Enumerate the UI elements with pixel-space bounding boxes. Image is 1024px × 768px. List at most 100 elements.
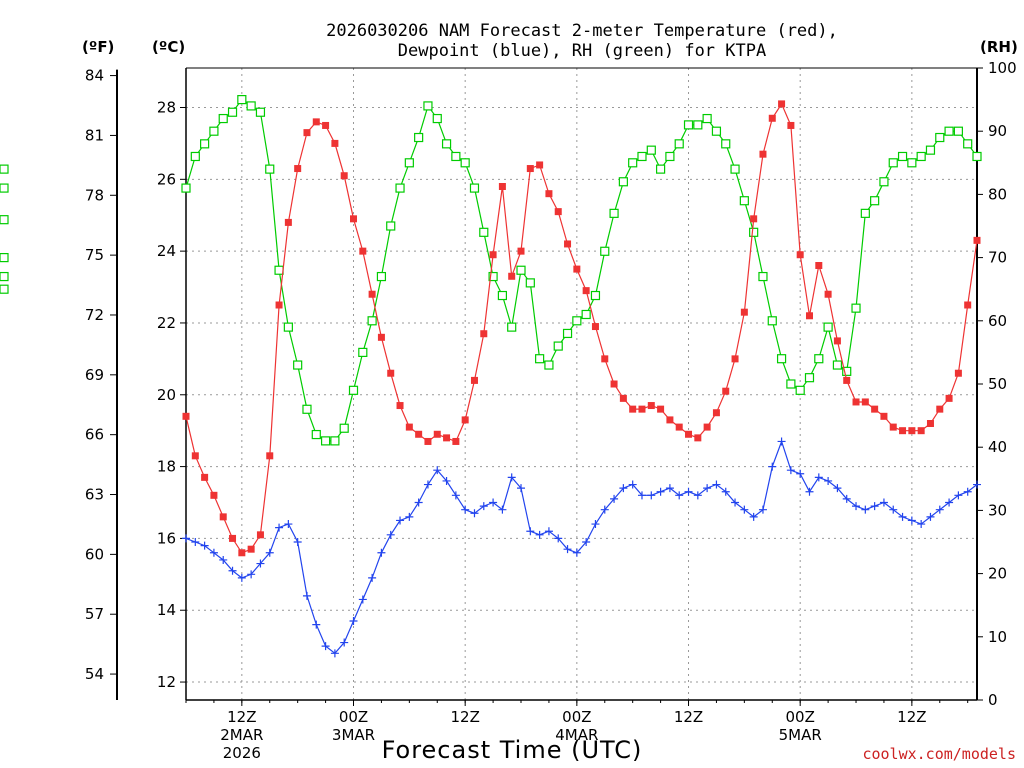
rh-point: [246, 101, 256, 111]
temperature-point: [275, 301, 283, 309]
rh-point: [860, 208, 870, 218]
temperature-point: [191, 452, 199, 460]
dewpoint-point: [600, 505, 609, 514]
rh-point: [227, 107, 238, 117]
x-axis-label: Forecast Time (UTC): [382, 736, 643, 764]
dewpoint-point: [191, 538, 200, 546]
temperature-line: [185, 102, 978, 554]
dewpoint-point: [954, 491, 963, 500]
rh-point: [953, 126, 963, 136]
dewpoint-point: [852, 502, 861, 511]
rh-point: [674, 139, 684, 149]
rh-point: [348, 385, 359, 395]
dewpoint-point: [805, 487, 814, 496]
rh-point: [414, 132, 424, 143]
dewpoint-point: [740, 505, 749, 514]
temperature-point: [433, 430, 441, 438]
temperature-point: [908, 427, 916, 435]
temperature-point: [415, 430, 423, 438]
temperature-point: [815, 262, 823, 269]
temperature-point: [210, 491, 218, 499]
dewpoint-point: [777, 437, 786, 446]
rh-point: [358, 347, 368, 357]
dewpoint-point: [721, 487, 730, 496]
fahrenheit-tick-label: 72: [85, 306, 104, 324]
temperature-point: [861, 398, 869, 406]
celsius-tick-label: 14: [157, 601, 176, 619]
temperature-point: [629, 405, 637, 413]
rh-point: [0, 164, 9, 174]
dewpoint-point: [368, 573, 377, 582]
temperature-point: [805, 312, 813, 320]
temperature-point: [731, 355, 739, 363]
temperature-point: [833, 337, 841, 345]
rh-tick-label: 80: [988, 185, 1007, 203]
rh-point: [581, 309, 591, 320]
rh-tick-label: 60: [988, 312, 1007, 330]
temperature-point: [387, 369, 395, 377]
temperature-point: [871, 405, 879, 413]
dewpoint-point: [498, 505, 507, 514]
temperature-point: [554, 208, 562, 216]
rh-point: [767, 316, 777, 326]
rh-point: [963, 139, 973, 149]
dewpoint-point: [302, 591, 311, 600]
temperature-point: [824, 290, 832, 298]
temperature-point: [303, 129, 311, 137]
dewpoint-point: [656, 487, 665, 496]
rh-point: [590, 290, 601, 301]
rh-point: [842, 366, 852, 376]
temperature-point: [377, 333, 385, 341]
dewpoint-point: [675, 491, 684, 500]
celsius-tick-label: 28: [157, 99, 176, 117]
dewpoint-point: [758, 505, 767, 514]
rh-point: [637, 151, 647, 162]
rh-point: [479, 227, 489, 237]
rh-point: [516, 265, 526, 275]
rh-point: [665, 151, 675, 162]
dewpoint-point: [405, 512, 414, 521]
temperature-point: [917, 427, 925, 435]
rh-point: [758, 271, 768, 282]
temperature-point: [470, 376, 478, 384]
dewpoint-point: [749, 512, 758, 521]
temperature-point: [722, 387, 730, 395]
rh-point: [553, 341, 563, 351]
fahrenheit-tick-label: 84: [85, 67, 104, 85]
dewpoint-point: [423, 480, 432, 489]
dewpoint-point: [786, 466, 795, 475]
rh-point: [572, 316, 582, 326]
dewpoint-point: [963, 487, 972, 496]
dewpoint-point: [935, 505, 944, 514]
temperature-point: [284, 218, 292, 226]
x-tick-label: 00Z: [562, 708, 591, 726]
rh-point: [200, 139, 210, 149]
celsius-axis-unit: (ºC): [152, 38, 185, 56]
rh-point: [730, 164, 740, 174]
credit-link[interactable]: coolwx.com/models: [862, 745, 1016, 763]
grid-lines: [186, 68, 977, 700]
temperature-point: [322, 121, 330, 129]
temperature-point: [638, 405, 646, 413]
rh-point: [460, 158, 470, 168]
dewpoint-point: [731, 498, 740, 507]
dewpoint-point: [219, 555, 228, 564]
rh-point: [451, 151, 461, 162]
rh-point: [823, 322, 833, 332]
dewpoint-point: [414, 498, 423, 507]
rh-point: [497, 290, 507, 301]
rh-point: [293, 360, 303, 370]
dewpoint-point: [907, 516, 916, 525]
dewpoint-point: [619, 484, 628, 493]
dewpoint-point: [814, 473, 823, 482]
dewpoint-point: [665, 484, 674, 493]
temperature-point: [964, 301, 972, 309]
rh-point: [404, 158, 414, 168]
temperature-point: [247, 545, 255, 553]
x-tick-label: 00Z: [786, 708, 815, 726]
x-tick-label: 12Z: [674, 708, 703, 726]
rh-point: [646, 145, 656, 155]
dewpoint-point: [889, 505, 898, 514]
rh-point: [972, 151, 982, 162]
rh-point: [683, 120, 694, 130]
